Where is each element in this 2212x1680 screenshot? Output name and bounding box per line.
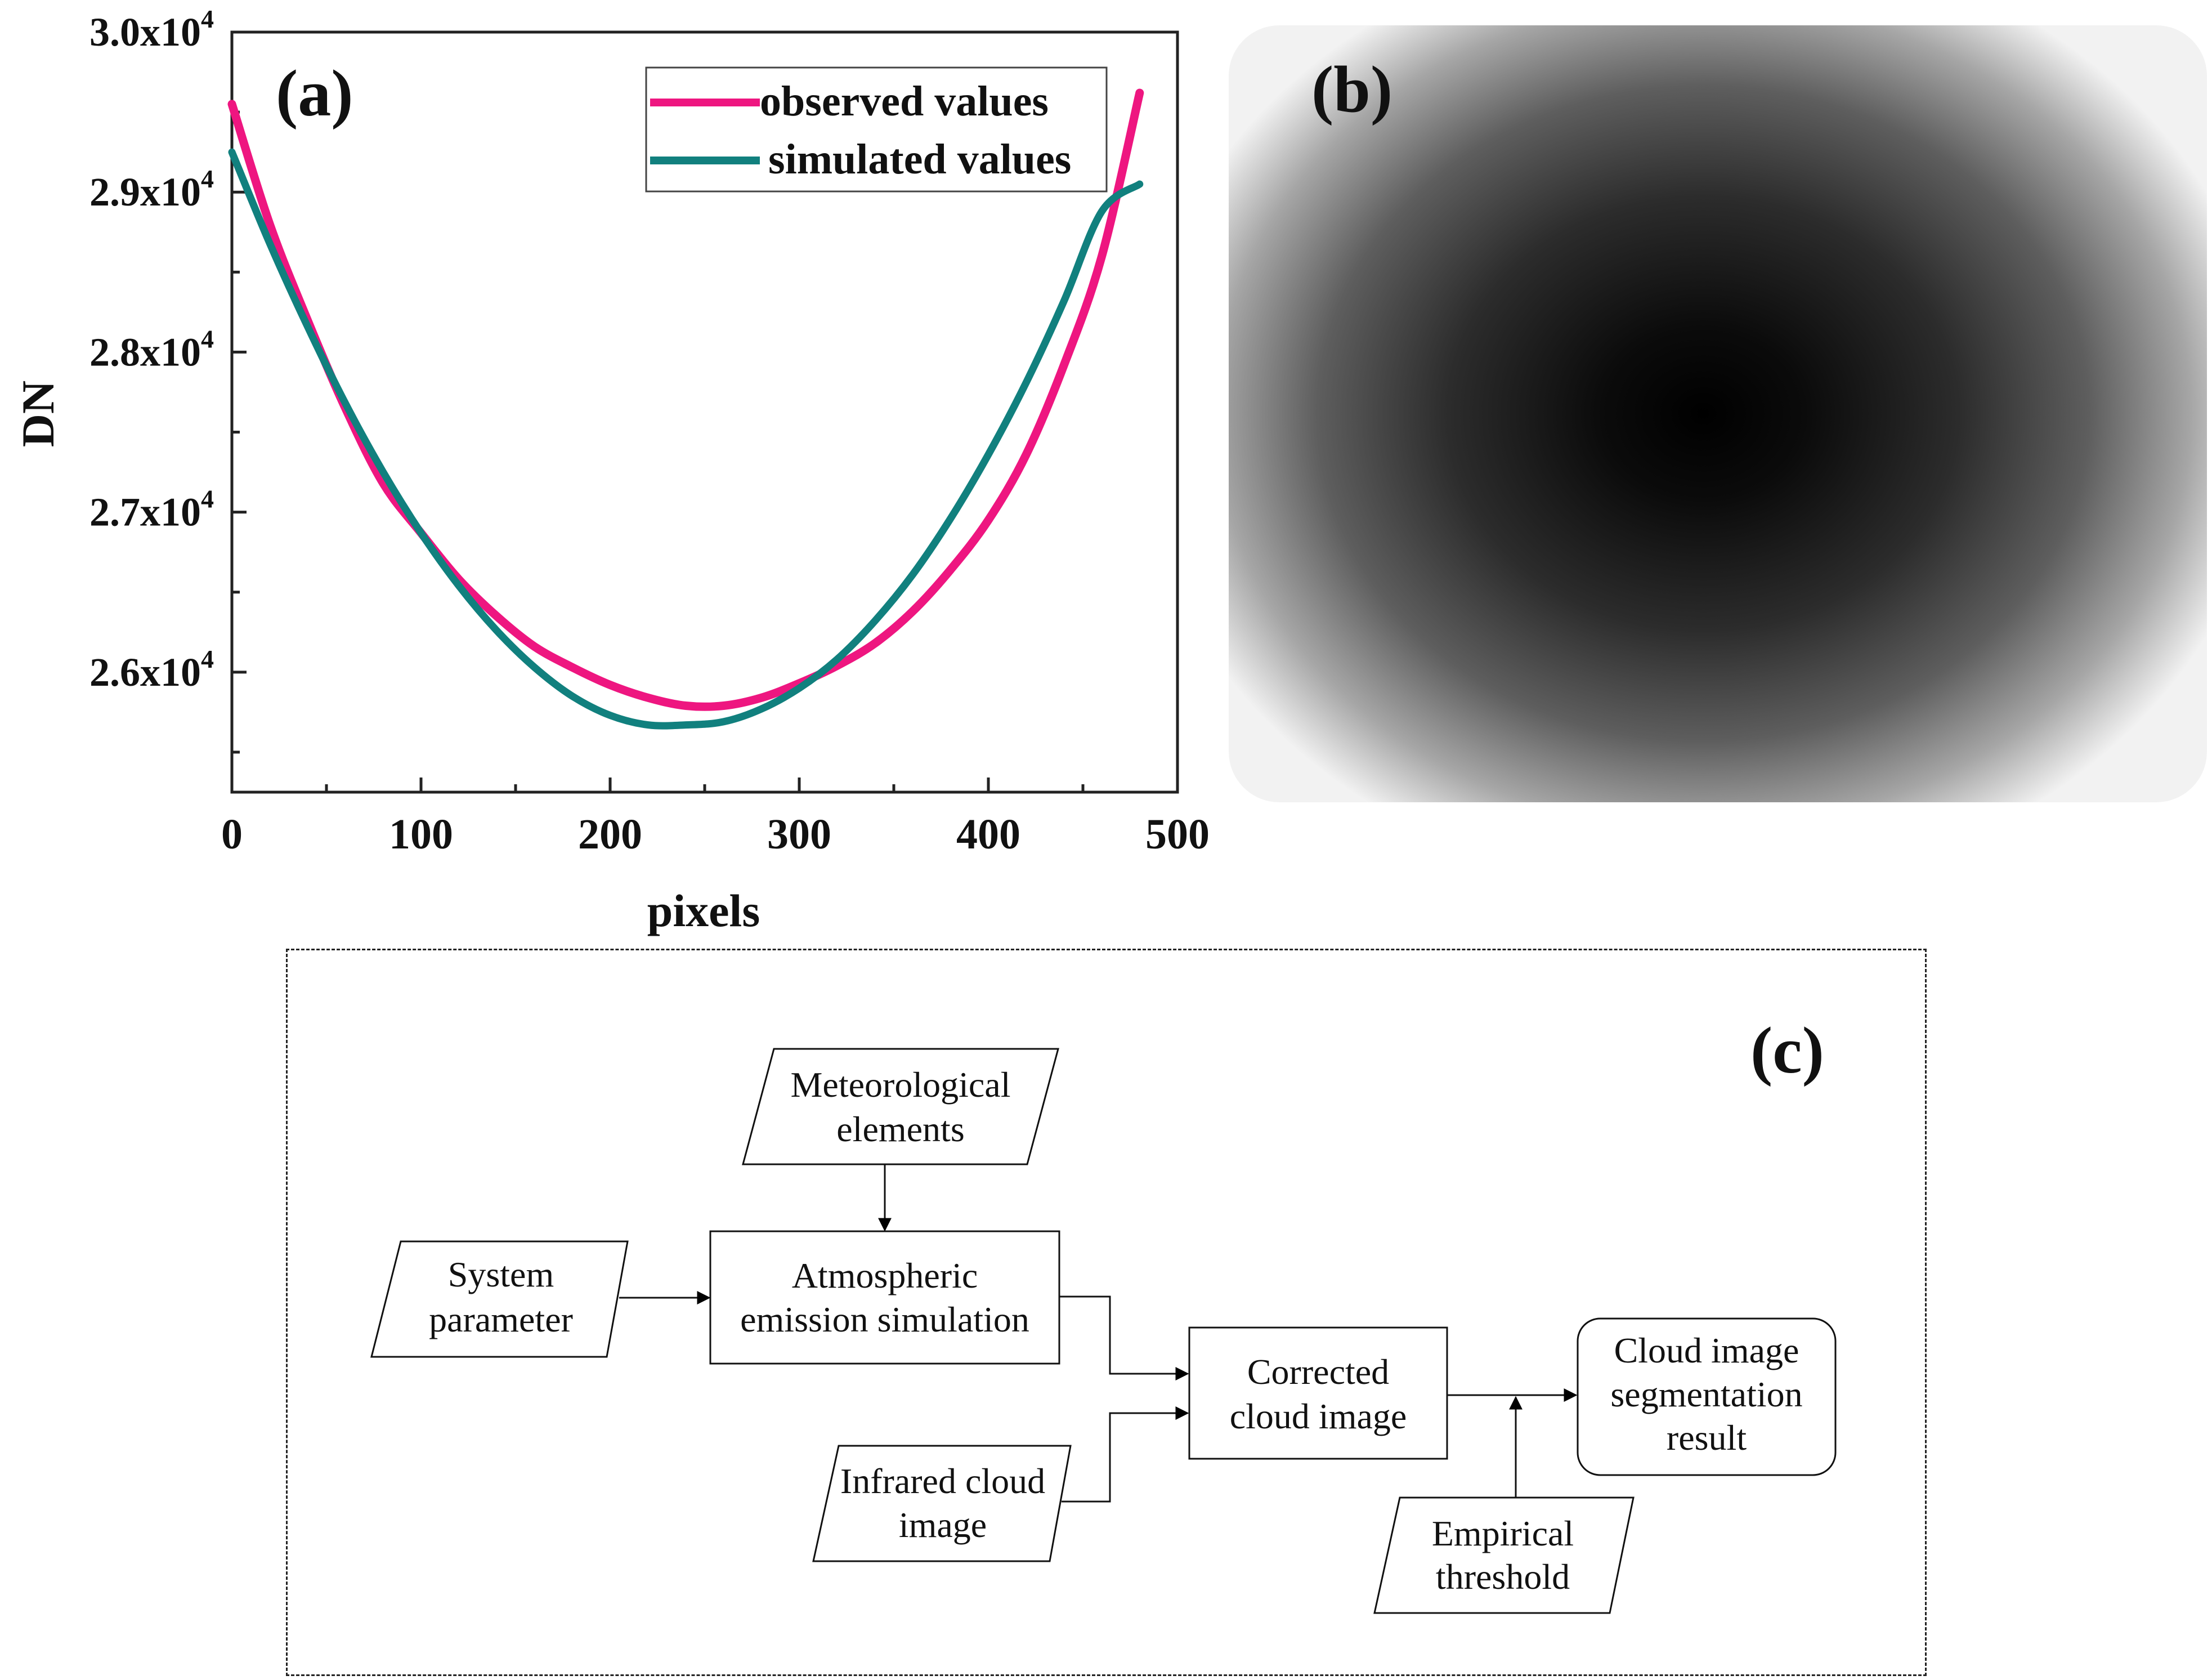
panel-a-label: (a)	[276, 56, 353, 130]
node-system-line1: System	[448, 1254, 554, 1294]
node-threshold-line2: threshold	[1436, 1557, 1570, 1597]
y-axis: 2.6x104 2.7x104 2.8x104 2.9x104 3.0x104	[89, 5, 247, 754]
x-tick-label: 500	[1145, 811, 1210, 858]
node-infrared-line1: Infrared cloud	[840, 1461, 1045, 1501]
node-segmentation-result: Cloud image segmentation result	[1577, 1317, 1837, 1476]
panel-c-frame	[286, 949, 1927, 1676]
series-layer	[227, 88, 1144, 730]
node-system-parameter: System parameter	[370, 1240, 629, 1358]
flat-field-image	[1229, 25, 2207, 802]
node-shape	[742, 1048, 1059, 1165]
node-shape	[370, 1240, 629, 1358]
y-tick-label: 2.7x104	[89, 485, 214, 535]
node-shape	[709, 1230, 1060, 1365]
node-corrected-line2: cloud image	[1230, 1396, 1407, 1436]
legend: observed values simulated values	[645, 66, 1108, 193]
node-infrared-cloud-image: Infrared cloud image	[812, 1445, 1072, 1562]
x-tick-label: 0	[221, 811, 243, 858]
x-tick-label: 100	[389, 811, 453, 858]
x-tick-label: 200	[578, 811, 642, 858]
y-tick-label: 2.9x104	[89, 164, 214, 215]
x-axis: 0 100 200 300 400 500	[221, 778, 1210, 858]
node-empirical-threshold: Empirical threshold	[1373, 1496, 1635, 1614]
legend-box	[645, 66, 1108, 193]
y-tick-label: 2.8x104	[89, 324, 214, 374]
connectors	[619, 1164, 1578, 1503]
y-tick-label: 2.6x104	[89, 645, 214, 695]
node-meteorological-elements: Meteorological elements	[742, 1048, 1059, 1165]
node-result-line3: result	[1667, 1418, 1747, 1458]
arrow-infrared-to-corrected	[1062, 1406, 1189, 1503]
node-atmospheric-emission-simulation: Atmospheric emission simulation	[709, 1230, 1060, 1365]
panel-b-label: (b)	[1311, 52, 1393, 126]
node-atmospheric-line2: emission simulation	[740, 1299, 1029, 1339]
node-result-line2: segmentation	[1610, 1374, 1802, 1414]
chart-panel-a: 0 100 200 300 400 500 2.6x1042.7x1042.8x1042.…	[12, 5, 1210, 936]
node-shape	[1373, 1496, 1635, 1614]
node-shape	[1577, 1317, 1837, 1476]
y-tick-label: 3.0x104	[89, 5, 214, 55]
x-tick-label: 300	[767, 811, 831, 858]
node-corrected-cloud-image: Corrected cloud image	[1188, 1326, 1448, 1460]
node-meteorological-line2: elements	[836, 1109, 964, 1149]
flow-diagram: (c) Meteorological elements System param…	[370, 1013, 1837, 1614]
node-threshold-line1: Empirical	[1432, 1513, 1574, 1553]
node-infrared-line2: image	[899, 1505, 987, 1545]
y-axis-label: DN	[12, 381, 64, 447]
legend-label-observed: observed values	[760, 78, 1049, 125]
node-shape	[812, 1445, 1072, 1562]
node-atmospheric-line1: Atmospheric	[792, 1255, 978, 1295]
arrow-atmospheric-to-corrected	[1059, 1295, 1189, 1380]
x-axis-label: pixels	[647, 885, 760, 936]
node-corrected-line1: Corrected	[1247, 1352, 1389, 1392]
panel-c-label: (c)	[1750, 1013, 1824, 1087]
series-line-simulated	[228, 148, 1144, 730]
legend-label-simulated: simulated values	[768, 136, 1071, 183]
node-result-line1: Cloud image	[1614, 1330, 1799, 1370]
node-shape	[1188, 1326, 1448, 1460]
node-system-line2: parameter	[429, 1299, 573, 1339]
x-tick-label: 400	[956, 811, 1020, 858]
node-meteorological-line1: Meteorological	[791, 1065, 1011, 1105]
